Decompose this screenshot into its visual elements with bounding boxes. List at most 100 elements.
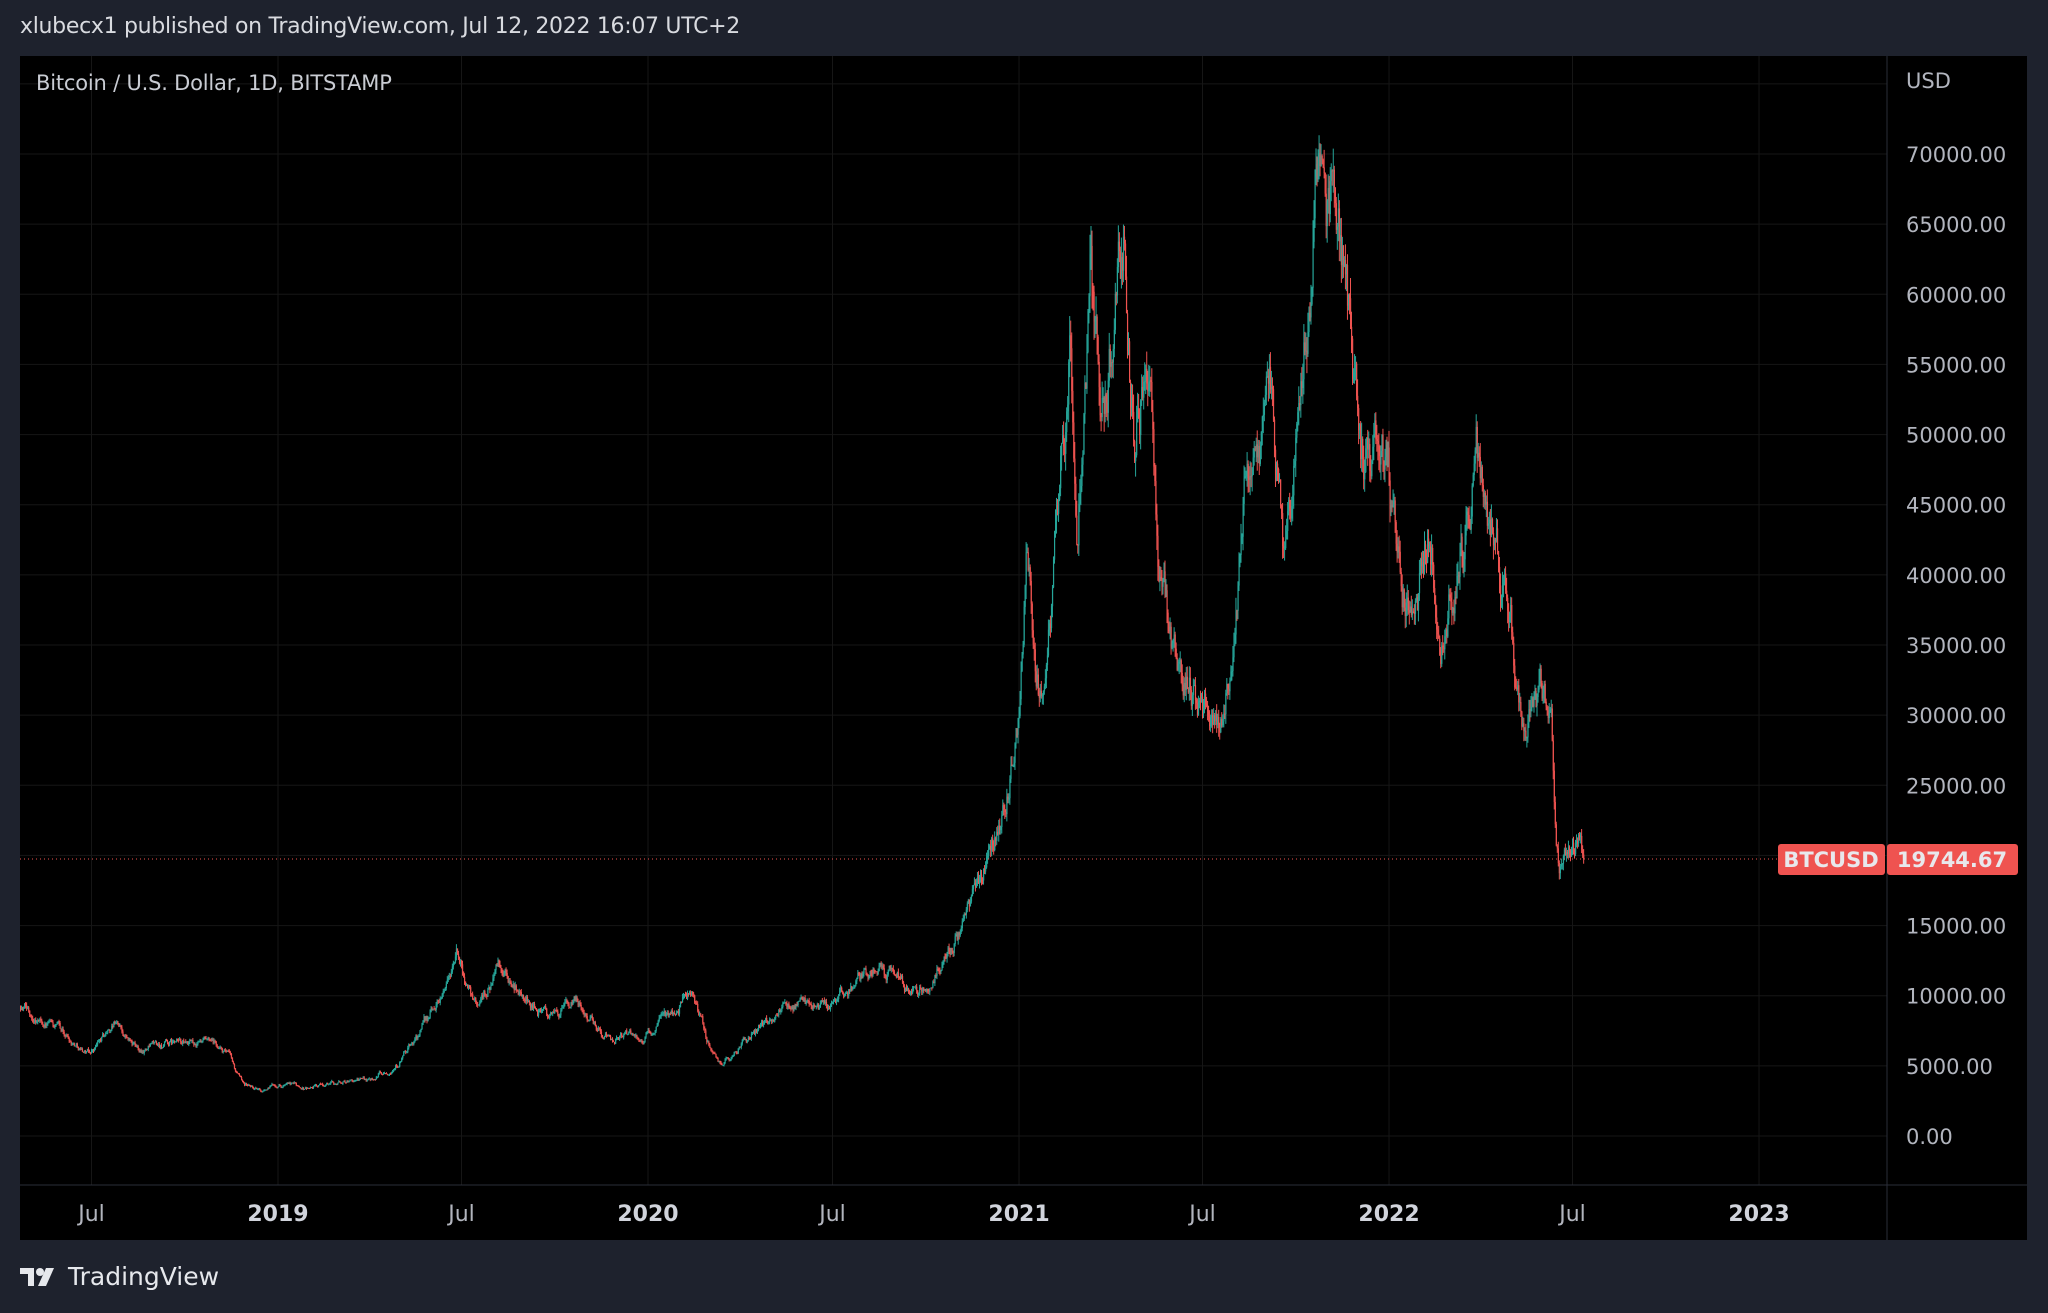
candle-body bbox=[813, 1005, 815, 1007]
candle-body bbox=[580, 1004, 582, 1010]
candle-body bbox=[527, 1001, 530, 1003]
candle-body bbox=[1173, 634, 1175, 640]
candle-body bbox=[500, 967, 502, 970]
candle-body bbox=[1519, 702, 1521, 704]
candle-body bbox=[1285, 539, 1287, 549]
y-tick-label: 15000.00 bbox=[1906, 915, 2006, 939]
candle-body bbox=[1382, 434, 1384, 461]
candle-body bbox=[218, 1048, 220, 1050]
candle-body bbox=[1363, 456, 1365, 480]
candle-body bbox=[545, 1006, 547, 1009]
candle-body bbox=[1262, 414, 1265, 417]
candle-body bbox=[96, 1044, 98, 1046]
candle-body bbox=[238, 1074, 241, 1077]
candle-body bbox=[505, 969, 507, 974]
candle-body bbox=[568, 1003, 570, 1007]
candle-body bbox=[1250, 476, 1252, 478]
candle-body bbox=[309, 1087, 312, 1089]
candle-body bbox=[185, 1041, 187, 1043]
candle-body bbox=[85, 1051, 88, 1053]
candle-body bbox=[794, 1006, 796, 1008]
candle-body bbox=[852, 988, 854, 990]
candle-body bbox=[1463, 559, 1465, 566]
candle-body bbox=[259, 1088, 261, 1090]
candle-body bbox=[1383, 460, 1385, 470]
candle-body bbox=[358, 1079, 360, 1081]
candle-body bbox=[1384, 457, 1386, 470]
candle-body bbox=[815, 1006, 817, 1008]
candle-body bbox=[722, 1065, 724, 1067]
candle-body bbox=[1540, 668, 1542, 684]
candle-body bbox=[933, 981, 935, 984]
candle-body bbox=[741, 1039, 743, 1044]
candle-body bbox=[47, 1022, 49, 1024]
candle-body bbox=[604, 1033, 607, 1037]
candle-body bbox=[807, 1000, 809, 1002]
candle-body bbox=[666, 1013, 668, 1015]
candle-body bbox=[509, 981, 511, 983]
candle-body bbox=[465, 981, 467, 986]
candle-body bbox=[1461, 536, 1463, 555]
candle-body bbox=[854, 985, 856, 988]
candle-body bbox=[196, 1043, 198, 1047]
candle-body bbox=[997, 831, 999, 835]
candle-body bbox=[1239, 555, 1241, 557]
candle-body bbox=[1261, 416, 1264, 433]
candle-body bbox=[959, 931, 961, 936]
candle-body bbox=[40, 1019, 42, 1021]
candle-body bbox=[926, 988, 928, 992]
candle-body bbox=[782, 1003, 784, 1007]
candle-body bbox=[1265, 376, 1268, 395]
candle-body bbox=[1153, 429, 1155, 467]
candle-body bbox=[942, 960, 944, 964]
candle-body bbox=[695, 1002, 697, 1004]
candle-body bbox=[824, 1001, 827, 1004]
candle-body bbox=[411, 1042, 413, 1044]
candle-body bbox=[406, 1052, 408, 1054]
candle-body bbox=[904, 987, 907, 991]
candle-body bbox=[653, 1033, 655, 1035]
candle-body bbox=[727, 1057, 729, 1059]
candle-body bbox=[1191, 695, 1194, 706]
candle-body bbox=[827, 1007, 830, 1010]
footer-brand[interactable]: TradingView bbox=[20, 1262, 219, 1291]
candle-body bbox=[1048, 623, 1051, 630]
candle-body bbox=[1284, 548, 1286, 550]
candle-body bbox=[914, 986, 916, 988]
candle-body bbox=[116, 1021, 118, 1024]
candle-body bbox=[43, 1024, 45, 1028]
candle-body bbox=[747, 1037, 750, 1041]
candle-body bbox=[444, 988, 446, 991]
candle-body bbox=[1403, 589, 1405, 608]
candle-body bbox=[78, 1048, 81, 1051]
candle-body bbox=[691, 991, 693, 996]
candle-body bbox=[258, 1088, 260, 1090]
candle-body bbox=[715, 1053, 717, 1058]
candle-body bbox=[1130, 382, 1132, 408]
candle-body bbox=[68, 1038, 70, 1042]
candle-body bbox=[71, 1043, 73, 1045]
candle-body bbox=[949, 951, 951, 955]
candle-body bbox=[656, 1024, 658, 1027]
candle-body bbox=[1218, 716, 1220, 728]
candle-body bbox=[207, 1037, 209, 1039]
candle-body bbox=[660, 1013, 662, 1017]
candle-body bbox=[663, 1011, 665, 1014]
candle-body bbox=[127, 1037, 129, 1040]
candle-body bbox=[72, 1043, 74, 1045]
candle-body bbox=[887, 969, 889, 975]
candle-body bbox=[1064, 446, 1066, 454]
candle-body bbox=[1255, 444, 1257, 450]
candle-body bbox=[1134, 441, 1136, 462]
candle-body bbox=[1340, 235, 1343, 265]
candle-body bbox=[535, 1008, 538, 1011]
candle-body bbox=[1302, 379, 1304, 389]
candle-body bbox=[292, 1082, 294, 1084]
candle-body bbox=[848, 989, 850, 996]
candle-body bbox=[1339, 235, 1342, 242]
candle-body bbox=[249, 1084, 251, 1086]
candle-body bbox=[605, 1033, 608, 1036]
candle-body bbox=[976, 877, 979, 883]
candle-body bbox=[598, 1027, 601, 1029]
